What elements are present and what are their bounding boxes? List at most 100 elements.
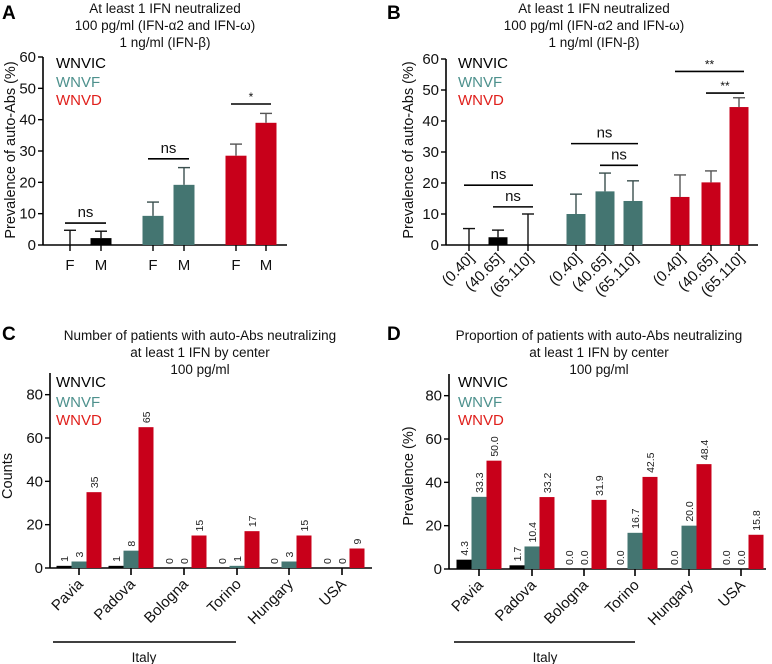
significance-label: **	[705, 57, 715, 71]
data-label: 0.0	[564, 550, 576, 565]
chart-title-line-1: Number of patients with auto-Abs neutral…	[64, 328, 336, 343]
bar	[173, 184, 195, 245]
y-tick-label: 50	[422, 82, 439, 99]
significance-label: **	[720, 79, 730, 93]
bar	[642, 476, 658, 569]
bar	[142, 215, 164, 245]
data-label: 15.8	[751, 510, 763, 531]
data-label: 0	[217, 558, 229, 564]
bar	[701, 182, 721, 245]
y-axis-label: Prevalence (%)	[401, 426, 417, 525]
x-tick-label: M	[260, 257, 273, 274]
bar	[471, 496, 487, 569]
y-tick-label: 20	[425, 518, 442, 535]
chart-title-line-2: 100 pg/ml (IFN-α2 and IFN-ω)	[504, 18, 684, 33]
legend-wnvf: WNVF	[458, 394, 502, 411]
data-label: 0.0	[579, 550, 591, 565]
data-label: 0.0	[669, 550, 681, 565]
bar	[281, 561, 297, 568]
bar	[71, 561, 87, 568]
legend-wnvic: WNVIC	[56, 374, 106, 391]
bar	[488, 237, 508, 245]
data-label: 4.3	[459, 541, 471, 556]
significance-label: ns	[78, 204, 94, 221]
significance-label: ns	[161, 140, 177, 157]
panel-c: C Number of patients with auto-Abs neutr…	[0, 324, 336, 664]
bar	[138, 427, 154, 568]
bar	[123, 550, 139, 568]
y-tick-label: 40	[425, 474, 442, 491]
data-label: 0	[269, 558, 281, 564]
y-tick-label: 60	[422, 51, 439, 68]
chart-a: 0 10 20 30 40 50 60 F M F M F Mns ns *	[19, 49, 287, 274]
y-tick-label: 40	[26, 473, 43, 490]
data-label: 0	[337, 558, 349, 564]
chart-title-line-1: At least 1 IFN neutralized	[89, 1, 241, 16]
x-tick-label: M	[95, 257, 108, 274]
y-tick-label: 80	[425, 388, 442, 405]
data-label: 1	[111, 556, 123, 562]
panel-letter: A	[2, 3, 16, 24]
x-tick-label: Hungary	[245, 575, 297, 627]
x-tick-label: F	[148, 257, 157, 274]
bar	[229, 565, 245, 568]
data-label: 35	[89, 476, 101, 488]
y-axis-label: Prevalence of auto-Abs (%)	[401, 61, 417, 238]
data-label: 1.7	[512, 547, 524, 562]
bar	[566, 214, 586, 245]
data-label: 15	[299, 520, 311, 532]
x-tick-label: USA	[715, 577, 749, 611]
panel-letter: D	[387, 324, 401, 345]
bar	[595, 191, 615, 245]
data-label: 20.0	[684, 501, 696, 522]
panel-a: A At least 1 IFN neutralized 100 pg/ml (…	[2, 1, 255, 239]
x-tick-label: F	[231, 257, 240, 274]
y-axis-label: Prevalence of auto-Abs (%)	[3, 61, 19, 238]
data-label: 3	[284, 552, 296, 558]
data-label: 16.7	[630, 508, 642, 529]
data-label: 0	[179, 558, 191, 564]
bar	[681, 525, 697, 569]
x-tick-label: Pavia	[448, 576, 487, 615]
data-label: 17	[247, 515, 259, 527]
y-tick-label: 60	[26, 430, 43, 447]
y-tick-label: 0	[28, 237, 36, 254]
legend-wnvf: WNVF	[458, 74, 502, 91]
bar	[729, 107, 749, 245]
y-tick-label: 0	[35, 560, 43, 577]
data-label: 8	[126, 541, 138, 547]
x-tick-label: Bologna	[141, 575, 192, 626]
x-tick-label: Torino	[204, 576, 245, 617]
panel-b: B At least 1 IFN neutralized 100 pg/ml (…	[387, 1, 684, 239]
data-label: 0.0	[736, 550, 748, 565]
data-label: 0	[322, 558, 334, 564]
bar	[509, 565, 525, 569]
data-label: 9	[352, 539, 364, 545]
y-tick-label: 20	[19, 174, 36, 191]
data-label: 1	[232, 556, 244, 562]
y-tick-label: 80	[26, 387, 43, 404]
bar	[623, 200, 643, 245]
bar	[696, 464, 712, 569]
legend-wnvd: WNVD	[458, 412, 504, 429]
bar	[486, 460, 502, 569]
data-label: 10.4	[527, 522, 539, 543]
data-label: 0	[164, 558, 176, 564]
bar	[56, 565, 72, 568]
chart-title-line-3: 100 pg/ml	[170, 362, 229, 377]
x-tick-label: Hungary	[645, 576, 697, 628]
y-tick-label: 20	[26, 517, 43, 534]
y-tick-label: 50	[19, 80, 36, 97]
chart-title-line-2: at least 1 IFN by center	[130, 345, 270, 360]
y-tick-label: 20	[422, 175, 439, 192]
data-label: 65	[141, 411, 153, 423]
significance-label: ns	[491, 166, 507, 183]
y-tick-label: 0	[434, 561, 442, 578]
legend-wnvf: WNVF	[56, 394, 100, 411]
data-label: 50.0	[489, 436, 501, 457]
y-tick-label: 30	[19, 143, 36, 160]
y-axis-label: Counts	[0, 453, 16, 499]
legend-wnvic: WNVIC	[458, 374, 508, 391]
x-tick-label: Padova	[91, 575, 139, 623]
bar	[627, 532, 643, 569]
